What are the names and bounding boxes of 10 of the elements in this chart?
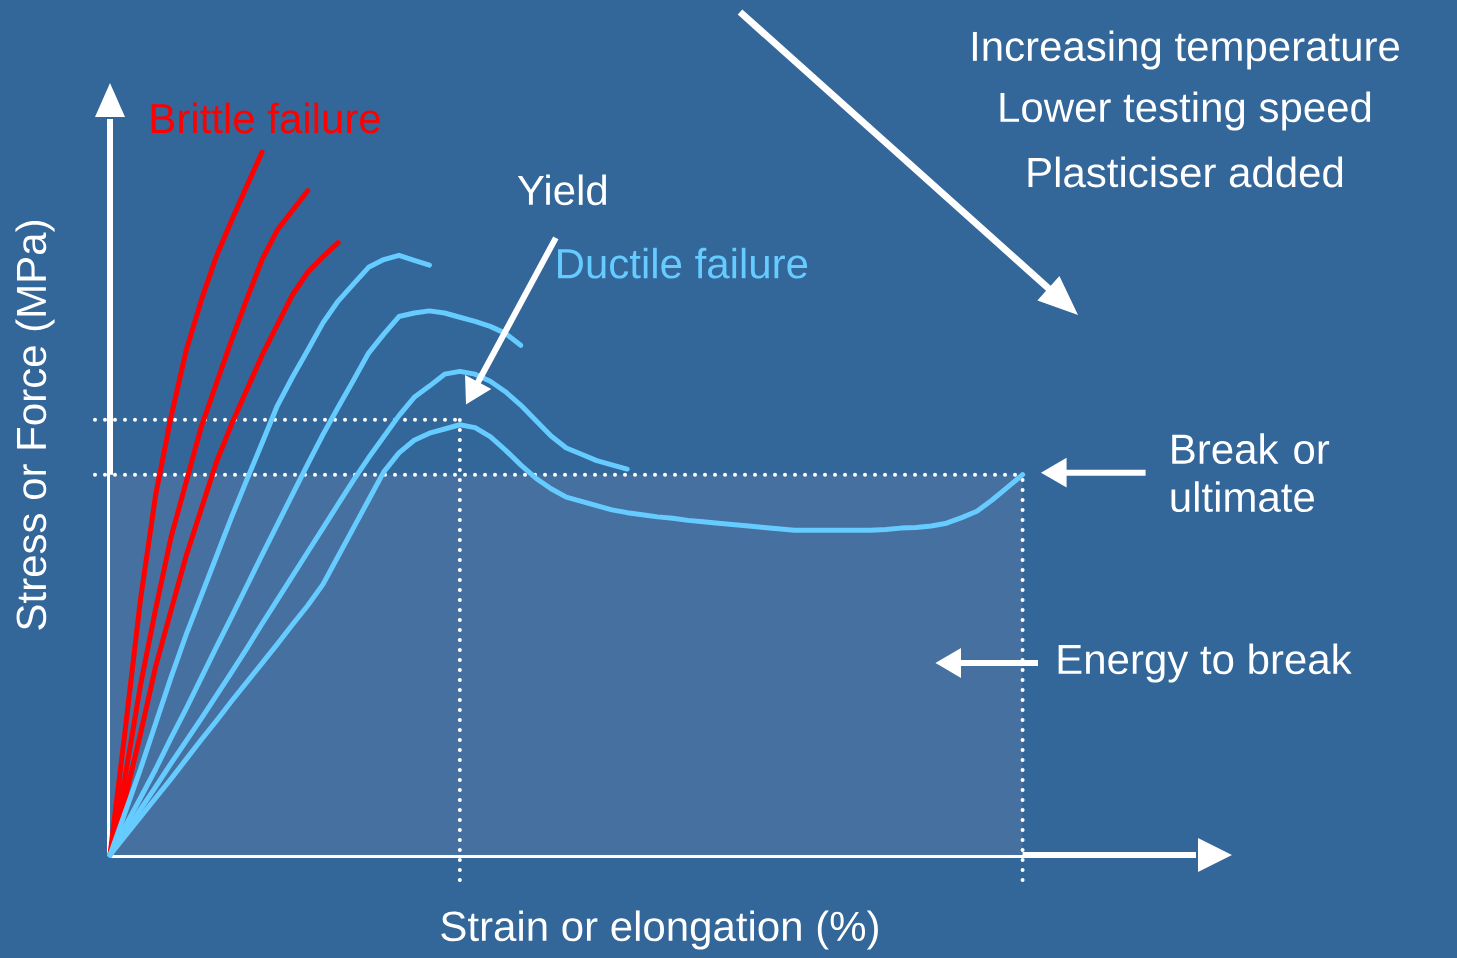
text: Plasticiser added <box>1028 156 1343 188</box>
y-axis-title: Stress or Force (MPa) <box>15 221 55 630</box>
text: Lower testing speed <box>1000 91 1371 131</box>
text: Increasing temperature <box>972 30 1400 70</box>
series-label: Brittle failure <box>151 102 380 134</box>
x-axis-title: Strain or elongation (%) <box>441 910 878 950</box>
text: Break or ultimate <box>1171 433 1330 513</box>
band-label: Energy to break <box>1058 643 1352 683</box>
annotation: Yield <box>517 174 607 206</box>
text: Ductile failure <box>558 247 808 279</box>
